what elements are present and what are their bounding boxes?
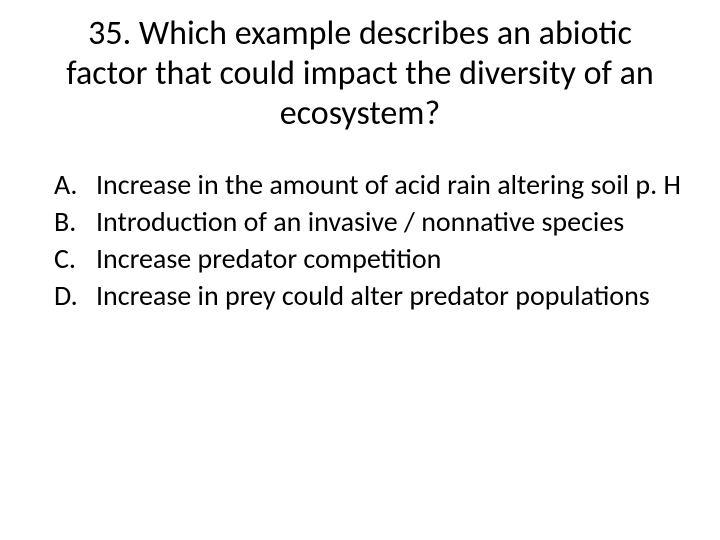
option-letter: A.	[54, 168, 96, 201]
option-text: Introduction of an invasive / nonnative …	[96, 205, 684, 238]
question-title: 35. Which example describes an abiotic f…	[54, 14, 666, 134]
option-text: Increase in prey could alter predator po…	[96, 279, 684, 312]
option-b: B. Introduction of an invasive / nonnati…	[54, 205, 684, 238]
option-text: Increase in the amount of acid rain alte…	[96, 168, 684, 201]
slide-container: 35. Which example describes an abiotic f…	[0, 0, 720, 540]
option-d: D. Increase in prey could alter predator…	[54, 279, 684, 312]
options-list: A. Increase in the amount of acid rain a…	[36, 168, 684, 312]
option-letter: B.	[54, 205, 96, 238]
option-c: C. Increase predator competition	[54, 242, 684, 275]
question-text: Which example describes an abiotic facto…	[66, 13, 653, 134]
option-text: Increase predator competition	[96, 242, 684, 275]
option-letter: C.	[54, 242, 96, 275]
question-number: 35.	[88, 13, 131, 54]
option-a: A. Increase in the amount of acid rain a…	[54, 168, 684, 201]
option-letter: D.	[54, 279, 96, 312]
